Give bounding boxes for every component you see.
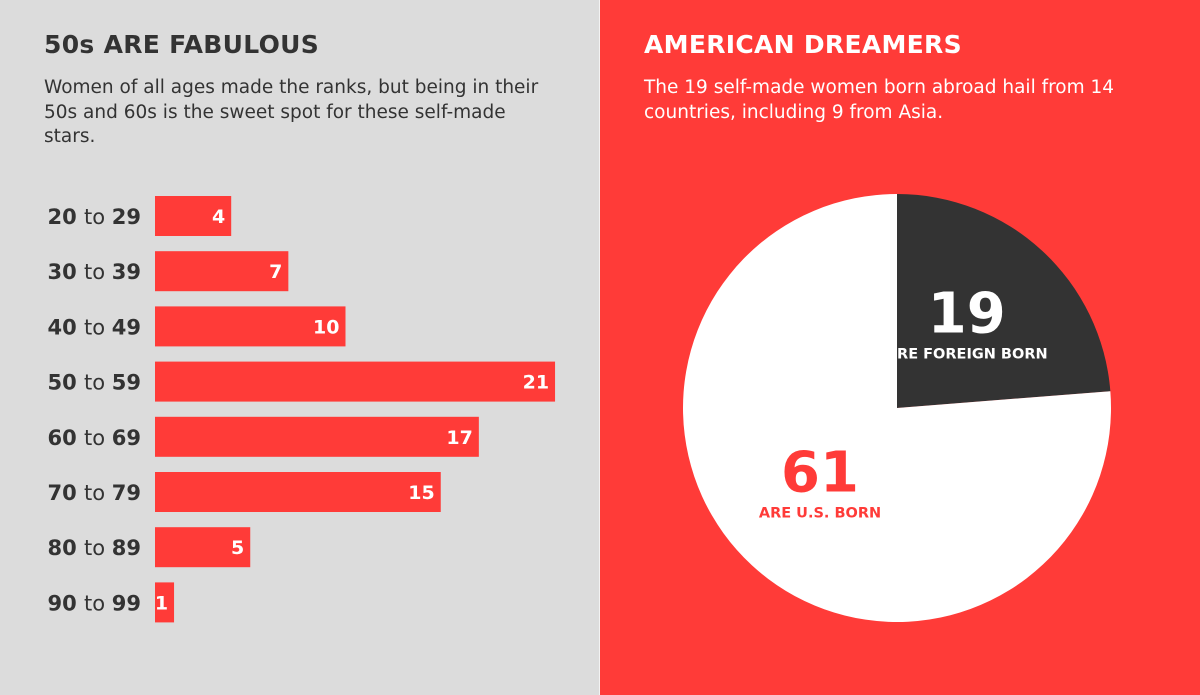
category-label: 40 to 49	[47, 315, 141, 339]
bar-value-label: 4	[212, 206, 225, 228]
bar-value-label: 10	[313, 316, 339, 338]
category-label: 60 to 69	[47, 426, 141, 450]
age-bar	[155, 416, 479, 457]
age-bar	[155, 251, 289, 292]
category-label: 90 to 99	[47, 591, 141, 615]
pie-slice	[897, 194, 1111, 408]
category-label: 50 to 59	[47, 371, 141, 395]
category-label: 20 to 29	[47, 205, 141, 229]
bar-value-label: 1	[155, 592, 168, 614]
bar-value-label: 7	[269, 261, 282, 283]
pie-caption: ARE U.S. BORN	[759, 505, 881, 521]
age-panel: 50s ARE FABULOUS Women of all ages made …	[0, 0, 600, 695]
category-label: 80 to 89	[47, 536, 141, 560]
birthplace-panel: AMERICAN DREAMERS The 19 self-made women…	[600, 0, 1200, 695]
pie-caption: ARE FOREIGN BORN	[886, 347, 1048, 363]
age-bar	[155, 306, 346, 347]
birthplace-subtitle: The 19 self-made women born abroad hail …	[644, 77, 1115, 123]
age-chart-subtitle: Women of all ages made the ranks, but be…	[44, 77, 539, 147]
bar-value-label: 15	[408, 482, 434, 504]
bar-value-label: 17	[446, 427, 472, 449]
age-bar	[155, 527, 251, 568]
pie-value-label: 61	[781, 440, 859, 505]
pie-value-label: 19	[928, 282, 1006, 347]
age-bar-chart: 20 to 29 4 30 to 39 7 40 to 49 10 50 to 59 21 60…	[47, 196, 556, 623]
age-bar	[155, 472, 441, 512]
age-bar	[155, 582, 175, 623]
bar-value-label: 21	[523, 372, 549, 394]
age-bar	[155, 196, 232, 236]
age-bar	[155, 361, 556, 402]
category-label: 30 to 39	[47, 260, 141, 284]
bar-value-label: 5	[231, 537, 244, 559]
birthplace-heading: AMERICAN DREAMERS	[644, 30, 962, 59]
category-label: 70 to 79	[47, 481, 141, 505]
age-chart-heading: 50s ARE FABULOUS	[44, 30, 320, 59]
pie-slice	[683, 194, 1111, 622]
